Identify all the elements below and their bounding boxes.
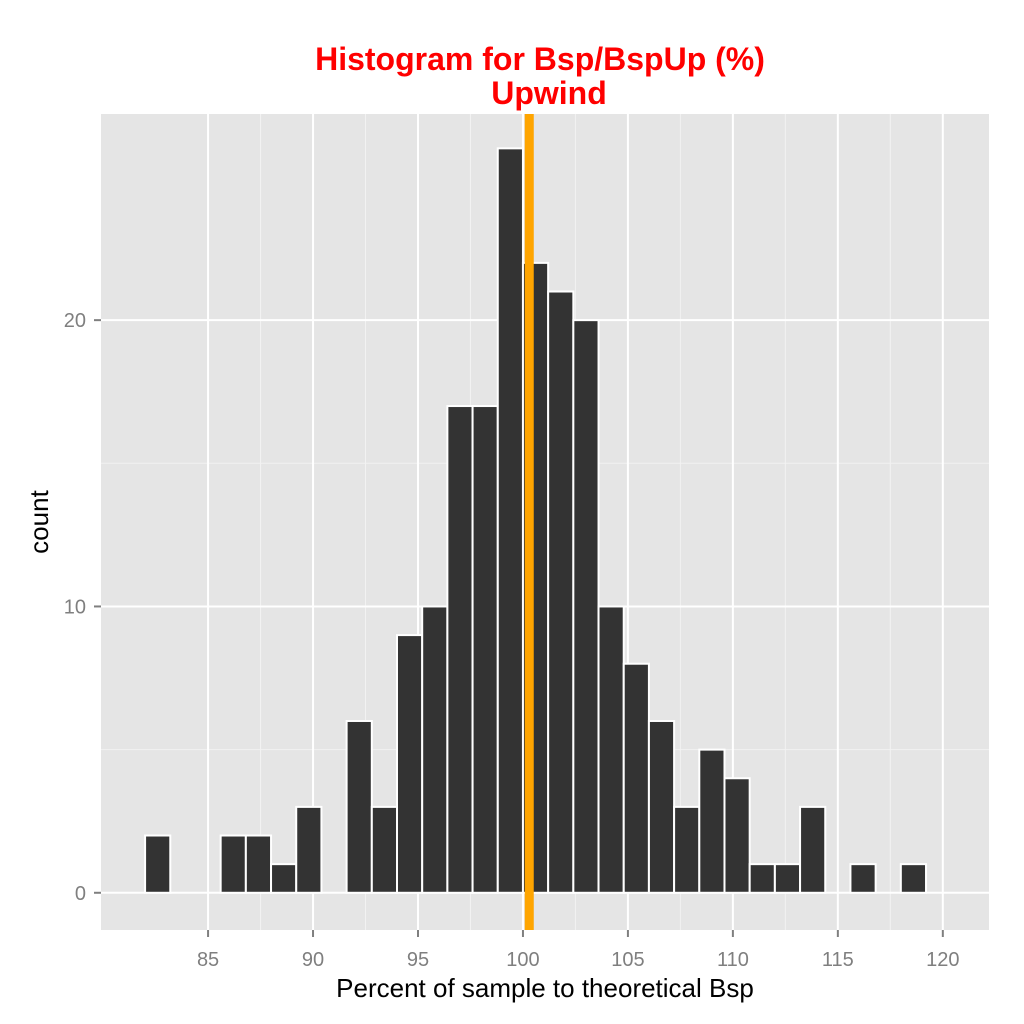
y-tick-label: 20 [64,310,86,332]
x-tick-label: 105 [611,949,644,971]
histogram-bar [723,777,751,894]
histogram-bar [647,719,676,894]
y-tick-label: 10 [64,596,86,618]
histogram-bar [673,805,701,894]
y-tick-label: 0 [75,883,86,905]
x-tick-label: 90 [302,949,324,971]
histogram-bar [446,405,474,894]
x-axis-title: Percent of sample to theoretical Bsp [336,973,754,1003]
histogram-bar [295,805,323,894]
histogram-bar [421,605,449,894]
histogram-bar [748,863,776,894]
x-tick-label: 95 [407,949,429,971]
histogram-bar [370,805,398,894]
histogram-bar [572,319,600,894]
y-axis-title: count [24,489,54,553]
histogram-bars [144,147,928,894]
x-tick-label: 85 [197,949,219,971]
histogram-bar [219,834,247,894]
chart-title: Histogram for Bsp/BspUp (%) [315,41,765,77]
histogram-bar [773,863,802,894]
major-gridlines [101,114,989,930]
histogram-bar [345,719,373,894]
histogram-bar [597,605,625,894]
y-axis-ticks: 0 10 20 [64,310,101,905]
histogram-bar [496,147,524,894]
x-axis-ticks: 85 90 95 100 105 110 115 120 [197,930,960,971]
histogram-bar [849,863,877,894]
histogram-bar [547,290,575,894]
histogram-bar [144,834,172,894]
histogram-bar [396,634,424,894]
histogram-bar [471,405,499,894]
x-tick-label: 110 [717,949,749,971]
histogram-bar [799,805,827,894]
chart-subtitle: Upwind [491,75,607,111]
histogram-bar [244,834,273,894]
histogram-bar [622,662,650,894]
histogram-bar [270,863,298,894]
histogram-bar [698,748,726,894]
x-tick-label: 115 [822,949,854,971]
x-tick-label: 120 [926,949,959,971]
x-tick-label: 100 [506,949,539,971]
histogram-bar [899,863,928,894]
